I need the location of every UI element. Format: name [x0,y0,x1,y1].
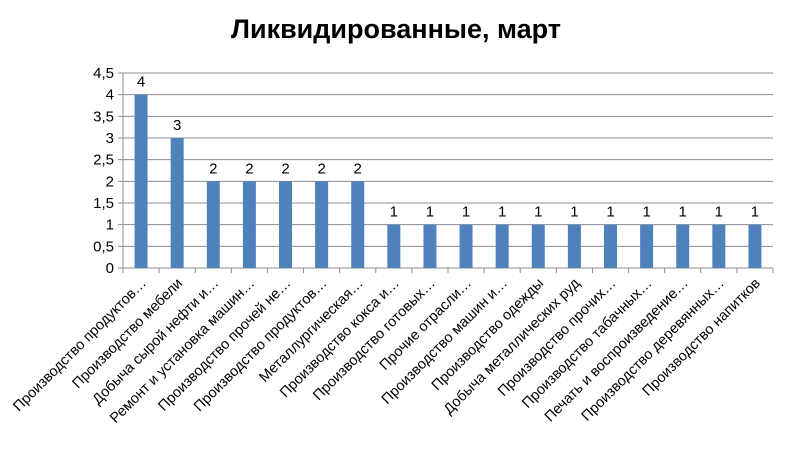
y-tick-label: 2 [106,173,114,190]
data-label: 2 [317,160,325,177]
y-tick-label: 3,5 [93,108,114,125]
data-label: 2 [281,160,289,177]
bar [531,224,545,268]
bar [315,181,329,268]
data-label: 1 [606,204,614,221]
y-tick-label: 1 [106,217,114,234]
bar [604,224,617,268]
data-label: 1 [642,204,650,221]
axes [118,72,774,273]
bar [459,224,473,268]
data-label: 1 [498,204,506,221]
bar [351,181,365,268]
data-label: 2 [209,160,217,177]
chart-title: Ликвидированные, март [231,14,561,44]
data-label: 2 [245,160,253,177]
data-label: 1 [426,204,434,221]
gridlines [123,72,773,247]
data-label: 1 [390,204,398,221]
data-label: 4 [137,74,145,91]
data-label: 2 [354,160,362,177]
y-tick-label: 4 [106,87,114,104]
data-label: 3 [173,117,181,134]
bar [567,224,581,268]
category-labels: Производство продуктов…Производство мебе… [10,275,764,426]
data-label: 1 [462,204,470,221]
bar [423,224,437,268]
bar [640,224,654,268]
y-tick-label: 4,5 [93,65,114,82]
bar [712,224,726,268]
data-labels: 4 3 2 2 2 2 2 1 1 1 1 1 1 1 1 1 1 1 [137,74,759,221]
bar [134,94,148,269]
y-tick-labels: 0 0,5 1 1,5 2 2,5 3 3,5 4 4,5 [93,65,114,277]
y-tick-label: 0,5 [93,238,114,255]
bar [242,181,256,268]
bar [387,224,401,268]
y-tick-label: 0 [106,260,114,277]
bar [676,224,690,268]
data-label: 1 [534,204,542,221]
bar [495,224,509,268]
bars [134,94,762,269]
data-label: 1 [715,204,723,221]
data-label: 1 [751,204,759,221]
bar [748,224,762,268]
y-tick-label: 2,5 [93,152,114,169]
data-label: 1 [570,204,578,221]
bar [206,181,220,268]
y-tick-label: 3 [106,130,114,147]
bar [279,181,292,268]
data-label: 1 [679,204,687,221]
y-tick-label: 1,5 [93,195,114,212]
bar [170,138,184,268]
